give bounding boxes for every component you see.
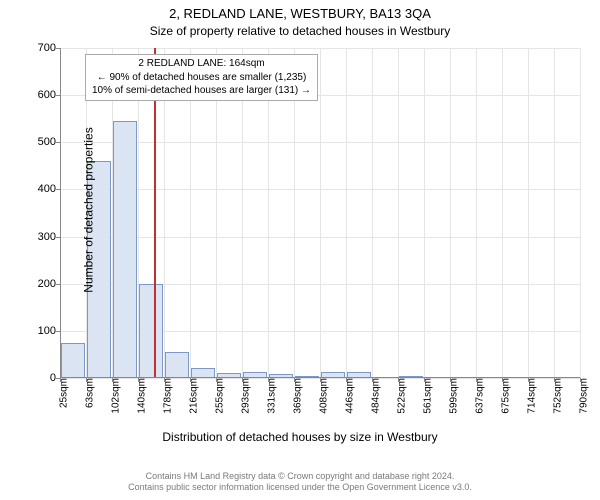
grid-h (60, 331, 580, 332)
y-tick-mark (56, 189, 60, 190)
x-tick-label: 140sqm (137, 378, 148, 422)
footer-text: Contains HM Land Registry data © Crown c… (0, 471, 600, 494)
annotation-box: 2 REDLAND LANE: 164sqm ← 90% of detached… (85, 54, 318, 101)
y-tick-mark (56, 142, 60, 143)
grid-v (346, 48, 347, 378)
x-tick-label: 255sqm (215, 378, 226, 422)
histogram-bar (113, 121, 137, 378)
grid-h (60, 48, 580, 49)
grid-v (528, 48, 529, 378)
grid-v (372, 48, 373, 378)
x-tick-label: 714sqm (527, 378, 538, 422)
histogram-bar (139, 284, 163, 378)
y-tick-mark (56, 331, 60, 332)
x-axis-label: Distribution of detached houses by size … (0, 430, 600, 444)
y-tick-mark (56, 378, 60, 379)
annotation-line-1: 2 REDLAND LANE: 164sqm (92, 57, 311, 71)
x-tick-label: 369sqm (292, 378, 303, 422)
x-tick-label: 637sqm (475, 378, 486, 422)
grid-v (476, 48, 477, 378)
grid-h (60, 142, 580, 143)
y-axis (60, 48, 61, 378)
y-tick-mark (56, 95, 60, 96)
page-subtitle: Size of property relative to detached ho… (0, 24, 600, 38)
x-tick-label: 446sqm (345, 378, 356, 422)
x-tick-label: 102sqm (111, 378, 122, 422)
x-tick-label: 331sqm (267, 378, 278, 422)
x-tick-label: 484sqm (371, 378, 382, 422)
x-tick-label: 293sqm (241, 378, 252, 422)
y-tick-mark (56, 284, 60, 285)
y-tick-mark (56, 237, 60, 238)
grid-v (580, 48, 581, 378)
grid-h (60, 237, 580, 238)
grid-h (60, 189, 580, 190)
grid-v (424, 48, 425, 378)
y-tick-label: 200 (16, 278, 56, 290)
x-tick-label: 408sqm (319, 378, 330, 422)
grid-v (320, 48, 321, 378)
histogram-bar (165, 352, 189, 378)
grid-v (554, 48, 555, 378)
x-tick-label: 25sqm (59, 378, 70, 422)
x-tick-label: 752sqm (553, 378, 564, 422)
grid-v (502, 48, 503, 378)
y-axis-label: Number of detached properties (82, 127, 96, 292)
annotation-line-3: 10% of semi-detached houses are larger (… (92, 84, 311, 98)
annotation-line-2: ← 90% of detached houses are smaller (1,… (92, 71, 311, 85)
grid-h (60, 284, 580, 285)
x-tick-label: 561sqm (423, 378, 434, 422)
y-tick-label: 600 (16, 89, 56, 101)
y-tick-label: 700 (16, 42, 56, 54)
page-title: 2, REDLAND LANE, WESTBURY, BA13 3QA (0, 6, 600, 21)
x-tick-label: 675sqm (500, 378, 511, 422)
y-tick-label: 500 (16, 136, 56, 148)
x-tick-label: 63sqm (84, 378, 95, 422)
x-tick-label: 178sqm (163, 378, 174, 422)
grid-v (398, 48, 399, 378)
footer-line-1: Contains HM Land Registry data © Crown c… (0, 471, 600, 483)
x-tick-label: 790sqm (579, 378, 590, 422)
y-tick-label: 100 (16, 325, 56, 337)
y-tick-label: 300 (16, 231, 56, 243)
figure: 2, REDLAND LANE, WESTBURY, BA13 3QA Size… (0, 0, 600, 500)
histogram-bar (61, 343, 85, 378)
y-tick-label: 0 (16, 372, 56, 384)
grid-v (450, 48, 451, 378)
x-tick-label: 216sqm (188, 378, 199, 422)
x-tick-label: 522sqm (396, 378, 407, 422)
footer-line-2: Contains public sector information licen… (0, 482, 600, 494)
y-tick-mark (56, 48, 60, 49)
y-tick-label: 400 (16, 183, 56, 195)
x-tick-label: 599sqm (449, 378, 460, 422)
